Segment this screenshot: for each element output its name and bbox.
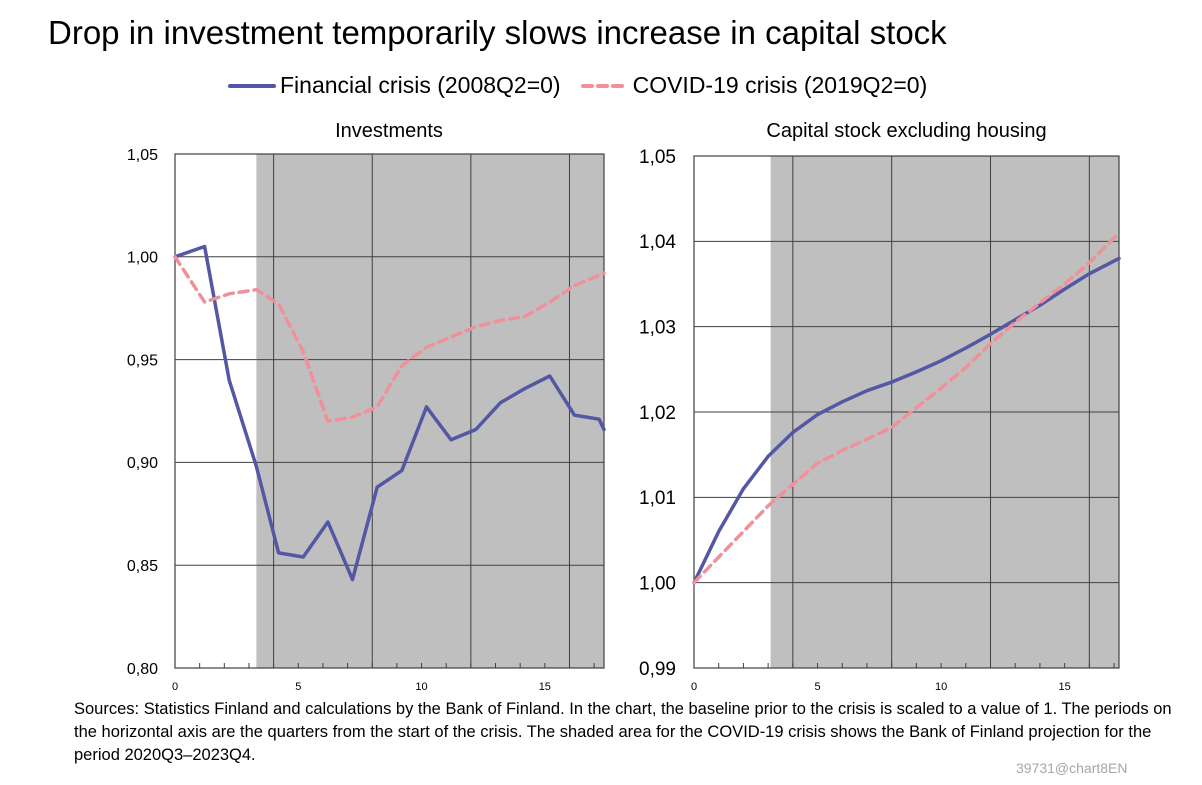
inv-y-tick-label: 1,05	[127, 147, 158, 164]
cap-y-tick-label: 1,00	[639, 574, 676, 595]
inv-y-tick-label: 0,95	[127, 352, 158, 369]
inv-y-tick-label: 0,90	[127, 455, 158, 472]
cap-x-tick-label: 0	[691, 681, 697, 693]
panel-title-investments: Investments	[335, 120, 443, 142]
legend-item-financial: Financial crisis (2008Q2=0)	[228, 72, 561, 99]
legend-label-covid: COVID-19 crisis (2019Q2=0)	[632, 72, 928, 98]
inv-x-tick-label: 0	[172, 681, 178, 693]
cap-series-covid-line	[692, 231, 1121, 585]
legend: Financial crisis (2008Q2=0) COVID-19 cri…	[228, 72, 947, 99]
chart-title: Drop in investment temporarily slows inc…	[48, 14, 947, 51]
inv-plot-frame	[174, 153, 605, 669]
sources-note: Sources: Statistics Finland and calculat…	[74, 700, 1172, 764]
cap-y-tick-label: 1,03	[639, 318, 676, 339]
legend-swatch-financial	[228, 83, 276, 88]
cap-y-tick-label: 1,01	[639, 488, 676, 509]
cap-y-tick-label: 1,05	[639, 147, 676, 168]
cap-y-tick-label: 1,04	[639, 232, 676, 253]
inv-series-covid-line	[173, 255, 606, 424]
legend-swatch-covid	[580, 83, 629, 88]
cap-y-tick-label: 1,02	[639, 403, 676, 424]
panel-title-capital-stock: Capital stock excluding housing	[766, 120, 1047, 142]
cap-plot-frame	[693, 155, 1120, 669]
inv-series-financial-line	[173, 244, 606, 582]
chart-canvas: 0,80 0,85 0,90 0,95 1,00 1,05 0 5 10 15 0,99 1,00 1,…	[127, 147, 1121, 693]
inv-y-tick-label: 0,85	[127, 558, 158, 575]
inv-x-tick-label: 10	[415, 681, 427, 693]
chart-id: 39731@chart8EN	[1016, 760, 1128, 776]
cap-x-tick-label: 5	[814, 681, 820, 693]
cap-x-tick-label: 15	[1059, 681, 1071, 693]
cap-x-tick-label: 10	[935, 681, 947, 693]
inv-x-tick-label: 15	[539, 681, 551, 693]
inv-x-tick-label: 5	[295, 681, 301, 693]
legend-label-financial: Financial crisis (2008Q2=0)	[280, 72, 561, 98]
inv-y-tick-label: 1,00	[127, 250, 158, 267]
cap-y-tick-label: 0,99	[639, 659, 676, 680]
legend-item-covid: COVID-19 crisis (2019Q2=0)	[580, 72, 928, 99]
cap-series-financial-line	[692, 256, 1121, 585]
inv-y-tick-label: 0,80	[127, 661, 158, 678]
